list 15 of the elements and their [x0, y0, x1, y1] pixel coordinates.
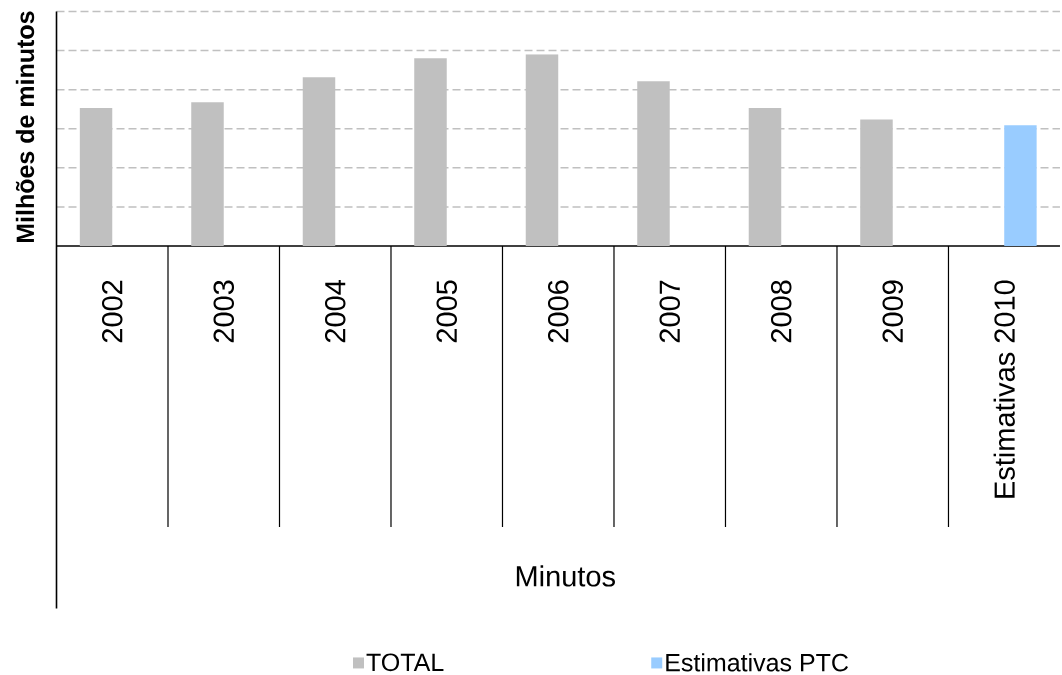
x-tick-label: 2003 [213, 280, 235, 343]
x-tick-label: Estimativas 2010 [993, 280, 1015, 498]
x-tick-label: 2008 [770, 280, 792, 343]
x-tick-label: 2007 [659, 280, 680, 343]
x-tick-label: 2002 [101, 280, 123, 343]
y-axis-title: Milhões de minutos [15, 11, 35, 243]
x-tick-label: 2009 [882, 280, 903, 343]
legend-label: TOTAL [366, 653, 444, 672]
x-tick-label: 2006 [547, 280, 569, 343]
x-axis-title: Minutos [516, 565, 615, 587]
x-tick-label: 2004 [324, 280, 346, 343]
x-tick-label: 2005 [436, 280, 458, 343]
bar [1004, 125, 1037, 246]
legend-label: Estimativas PTC [666, 653, 848, 672]
bar [860, 119, 893, 246]
